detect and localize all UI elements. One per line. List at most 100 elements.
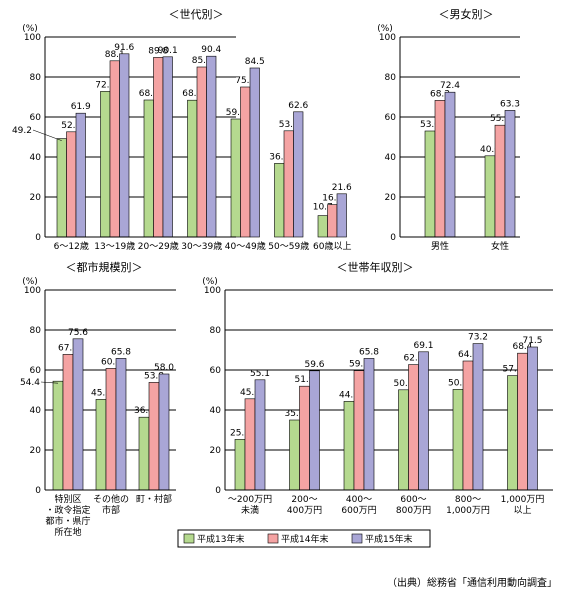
x-category-label: 800～ — [455, 495, 481, 505]
legend-swatch-h15 — [351, 533, 363, 544]
label-leader — [32, 129, 62, 141]
x-category-label: ・政令指定 — [45, 504, 90, 516]
x-category-label: 以上 — [513, 505, 531, 516]
bar-h14 — [148, 382, 160, 491]
bar-h15 — [309, 370, 320, 491]
y-tick-label: 40 — [30, 406, 42, 416]
bar-h13 — [234, 439, 246, 491]
y-unit-label: (%) — [377, 24, 393, 34]
x-category-label: 1,000万円 — [446, 505, 490, 516]
bar-h13 — [95, 399, 107, 491]
bar-h14 — [109, 60, 120, 238]
y-tick-label: 0 — [35, 233, 41, 243]
bar-h13 — [187, 99, 198, 238]
source-note: （出典）総務省「通信利用動向調査」 — [387, 576, 557, 589]
x-category-label: 未満 — [241, 504, 259, 516]
data-label: 91.6 — [114, 43, 134, 53]
chart-gender: ＜男女別＞ (%) 0 20 40 60 80 100 53.0 68.372.4 男性 40.6 55… — [377, 7, 520, 252]
bar-h13 — [484, 155, 496, 238]
data-label: 36.4 — [134, 406, 154, 416]
data-label: 71.5 — [522, 336, 542, 346]
x-category-label: 50～59歳 — [268, 240, 309, 252]
x-category-label: 400万円 — [287, 505, 322, 516]
data-label: 67.8 — [58, 343, 78, 353]
data-label: 64.5 — [458, 350, 478, 360]
data-label: 40.6 — [480, 145, 500, 155]
data-label: 75.6 — [68, 328, 88, 338]
bar-h13 — [343, 401, 355, 491]
y-tick-label: 60 — [385, 113, 397, 123]
charts-layer: ＜世代別＞ (%) 0 20 40 60 80 100 49.2 52.6 61.9 6～12歳 72.… — [12, 7, 553, 538]
y-tick-label: 60 — [210, 366, 222, 376]
data-label: 72.8 — [95, 80, 115, 90]
data-label: 62.7 — [403, 354, 423, 364]
y-tick-label: 0 — [35, 486, 41, 496]
bar-h15 — [206, 55, 217, 238]
x-category-label: 20～29歳 — [138, 240, 179, 252]
legend-label-h13: 平成13年末 — [197, 533, 244, 545]
y-tick-label: 0 — [390, 233, 396, 243]
bar-h15 — [72, 338, 84, 491]
y-tick-label: 40 — [385, 153, 397, 163]
bar-h15 — [504, 110, 516, 238]
bar-h13 — [274, 163, 285, 238]
data-label: 90.1 — [158, 46, 178, 56]
x-category-label: 40～49歳 — [225, 240, 266, 252]
x-category-label: 600万円 — [341, 505, 376, 516]
data-label: 35.0 — [284, 409, 304, 419]
chart-title: ＜世帯年収別＞ — [337, 260, 414, 274]
data-label: 58.0 — [154, 363, 174, 373]
bar-h15 — [75, 112, 86, 238]
data-label: 54.4 — [20, 378, 40, 388]
bar-h14 — [494, 124, 506, 238]
y-tick-label: 20 — [385, 193, 397, 203]
x-category-label: 特別区 — [54, 493, 81, 505]
bar-h15 — [119, 53, 130, 238]
bar-h13 — [317, 215, 328, 238]
data-label: 53.0 — [420, 120, 440, 130]
bar-h14 — [62, 354, 74, 491]
bar-h13 — [230, 118, 241, 238]
data-label: 59.7 — [349, 360, 369, 370]
data-label: 45.3 — [91, 388, 111, 398]
bar-h13 — [289, 419, 300, 491]
data-label: 50.3 — [448, 378, 468, 388]
x-category-label: 市部 — [102, 504, 120, 516]
chart-title: ＜世代別＞ — [169, 8, 224, 21]
label-leader — [40, 381, 59, 384]
data-label: 59.0 — [226, 108, 246, 118]
bar-h15 — [249, 67, 260, 238]
data-label: 21.6 — [332, 183, 352, 193]
bar-h13 — [56, 138, 67, 238]
bar-h15 — [527, 346, 538, 491]
data-label: 55.1 — [250, 369, 270, 379]
bar-h15 — [418, 351, 429, 491]
y-tick-label: 60 — [30, 366, 42, 376]
bar-h13 — [143, 99, 154, 238]
data-label: 72.4 — [440, 81, 460, 91]
y-tick-label: 80 — [385, 73, 397, 83]
data-label: 57.2 — [502, 365, 522, 375]
x-category-label: 町・村部 — [136, 493, 172, 505]
y-tick-label: 80 — [30, 326, 42, 336]
bar-h13 — [52, 380, 64, 491]
data-label: 53.8 — [144, 371, 164, 381]
bar-h14 — [299, 385, 310, 491]
y-tick-label: 80 — [30, 73, 42, 83]
chart-title: ＜都市規模別＞ — [66, 260, 143, 274]
data-label: 89.8 — [148, 46, 168, 56]
bar-h15 — [115, 358, 127, 491]
bar-h15 — [363, 358, 375, 491]
data-label: 61.9 — [71, 102, 91, 112]
data-label: 36.8 — [269, 152, 289, 162]
x-category-label: 800万円 — [396, 505, 431, 516]
data-label: 63.3 — [500, 99, 520, 109]
bar-h14 — [517, 352, 528, 491]
data-label: 69.1 — [413, 341, 433, 351]
data-label: 68.4 — [182, 89, 202, 99]
chart-generation: ＜世代別＞ (%) 0 20 40 60 80 100 49.2 52.6 61.9 6～12歳 72.… — [12, 8, 352, 252]
x-category-label: 女性 — [491, 240, 509, 252]
legend-box — [177, 529, 431, 548]
bar-h15 — [293, 111, 304, 238]
y-tick-label: 100 — [24, 286, 41, 296]
